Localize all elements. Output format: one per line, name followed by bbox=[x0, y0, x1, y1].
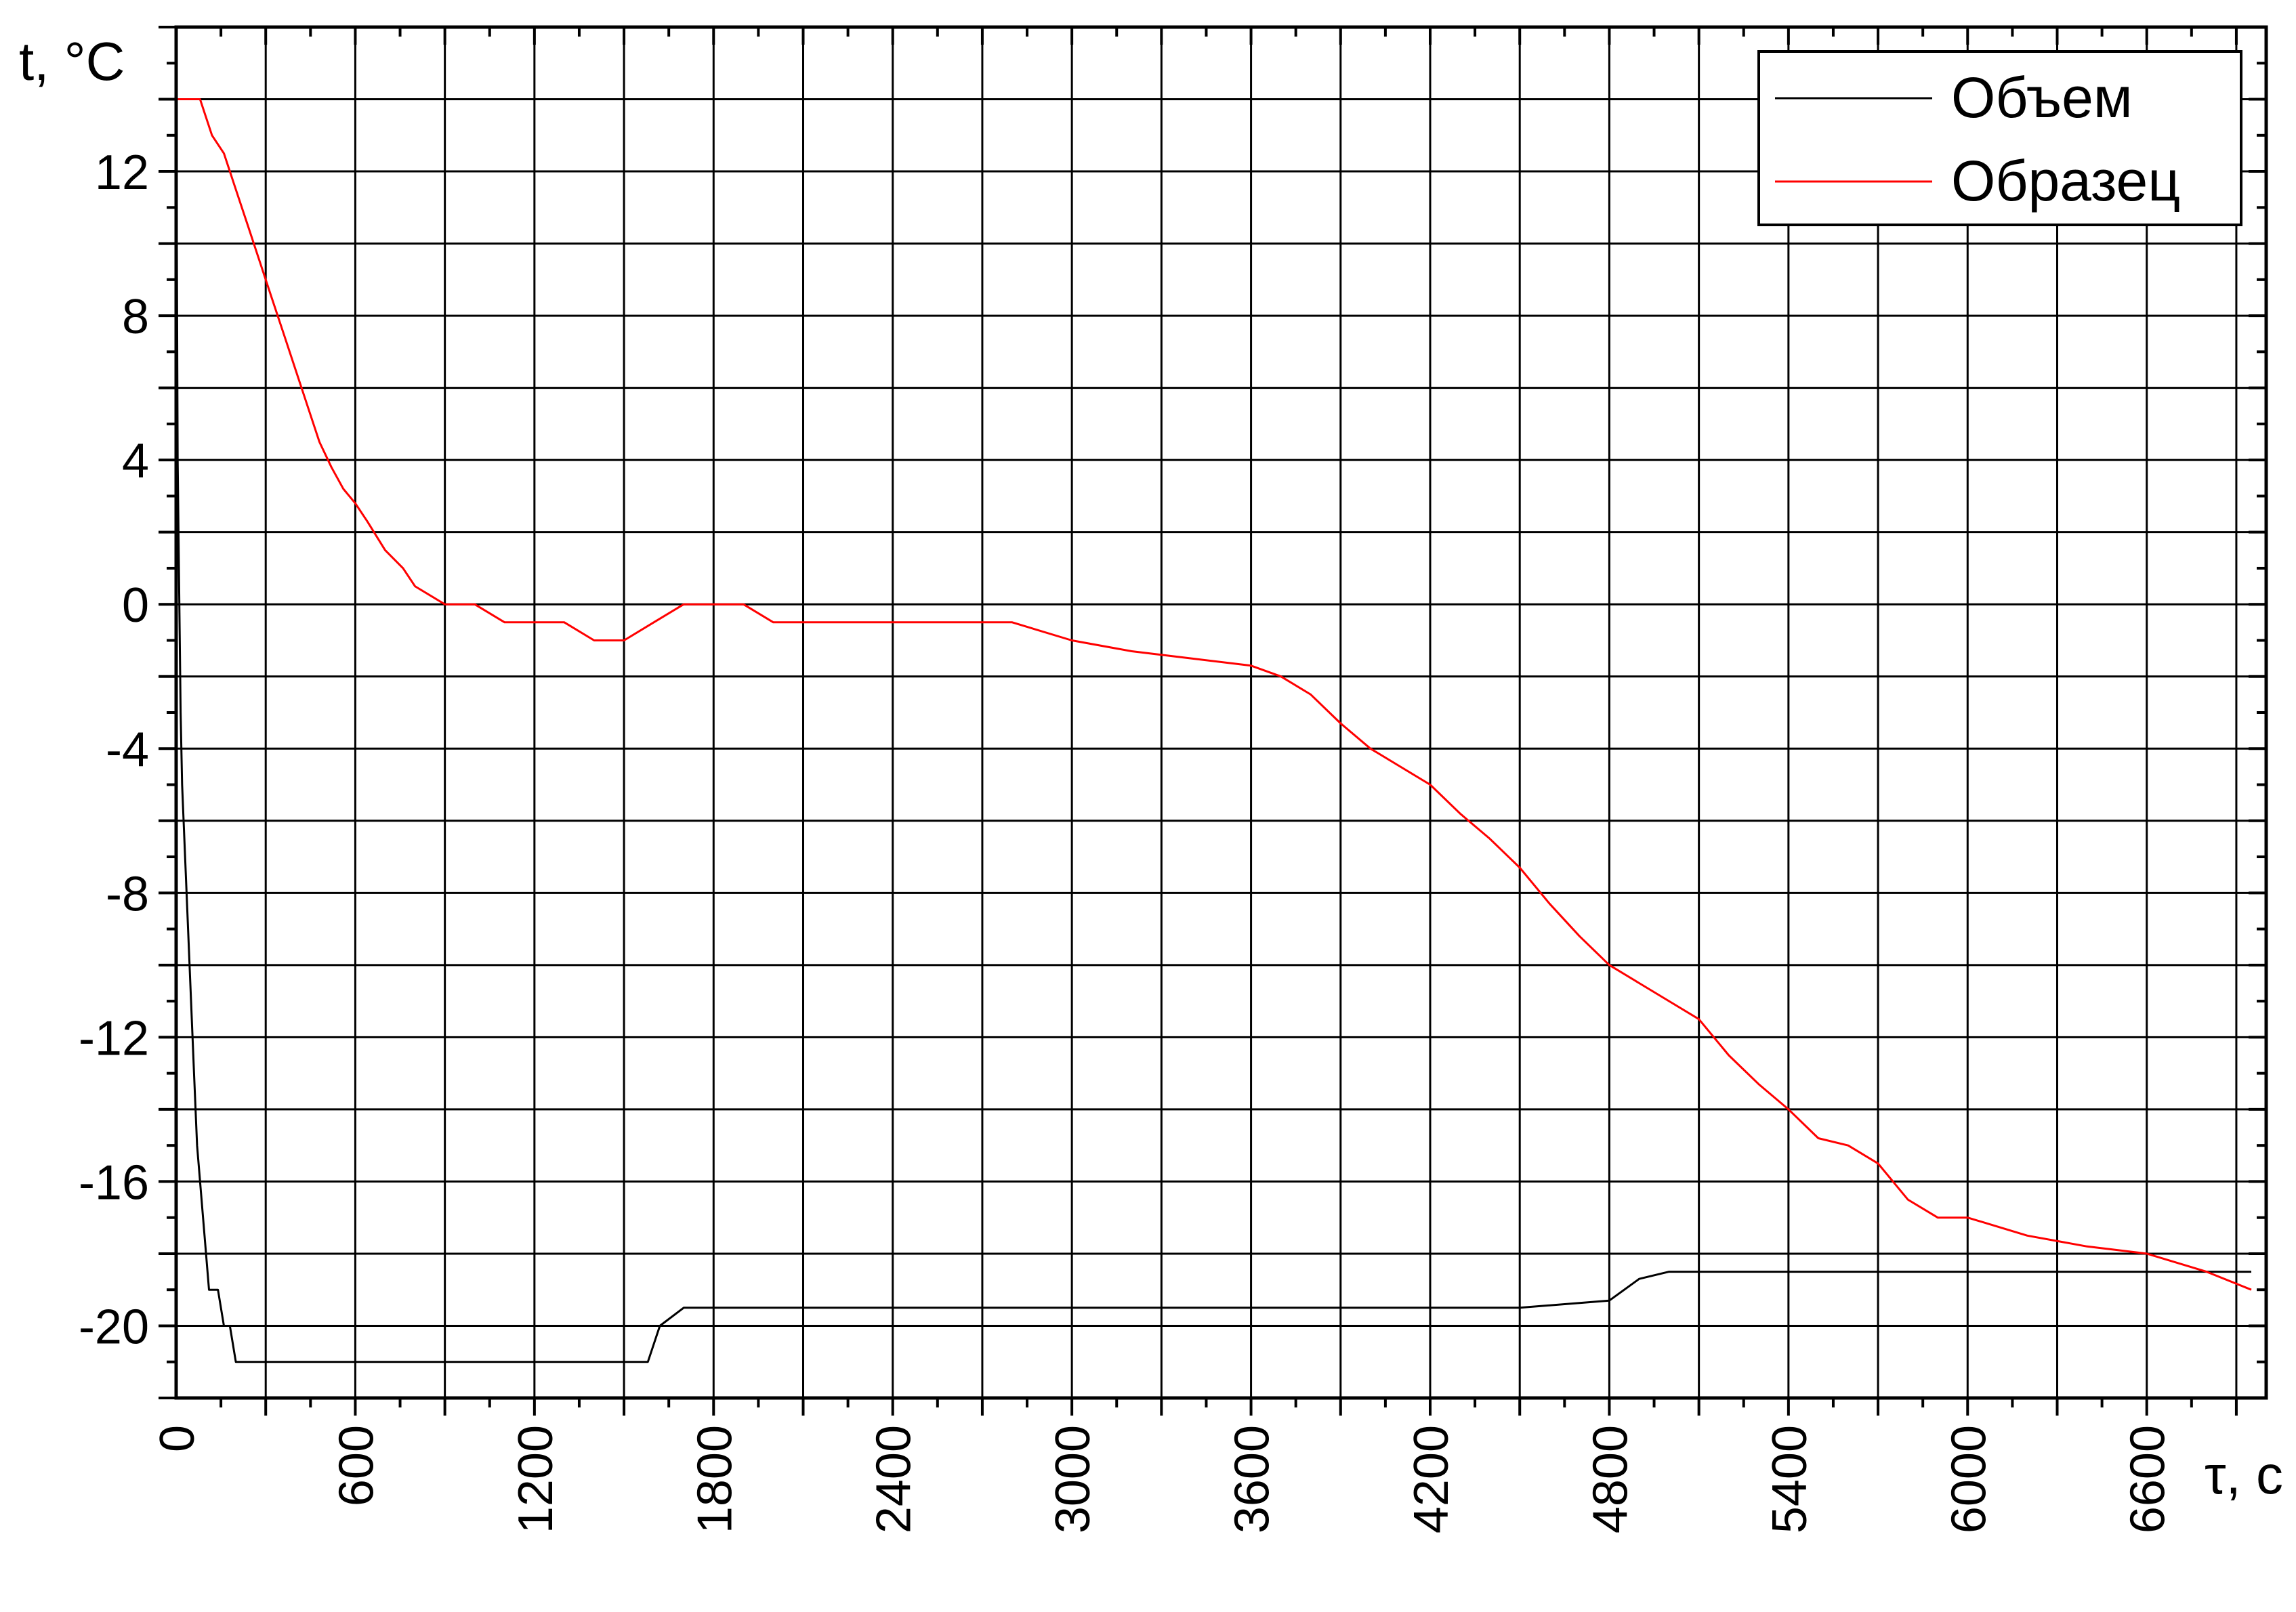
y-tick-label: 0 bbox=[122, 578, 149, 633]
plot-frame bbox=[174, 25, 2268, 1400]
y-tick-label: -8 bbox=[106, 867, 149, 921]
y-tick-label: -20 bbox=[79, 1300, 149, 1354]
x-tick-label: 4800 bbox=[1583, 1425, 1637, 1533]
series-line-1 bbox=[176, 98, 2252, 1291]
legend-label-sample: Образец bbox=[1951, 149, 2180, 213]
y-tick-labels: 12 8 4 0 -4 -8 -12 -16 -20 bbox=[79, 146, 149, 1354]
axis-ticks bbox=[159, 26, 2266, 1416]
x-tick-label: 4200 bbox=[1404, 1425, 1459, 1533]
x-tick-label: 0 bbox=[150, 1425, 205, 1452]
x-tick-label: 3000 bbox=[1046, 1425, 1100, 1533]
x-tick-label: 6000 bbox=[1942, 1425, 1996, 1533]
legend: Объем Образец bbox=[1757, 50, 2242, 226]
x-tick-label: 3600 bbox=[1226, 1425, 1280, 1533]
y-tick-label: -12 bbox=[79, 1011, 149, 1065]
x-tick-label: 6600 bbox=[2121, 1425, 2175, 1533]
series-line-0 bbox=[175, 63, 2251, 1363]
series-layer bbox=[175, 63, 2252, 1363]
y-tick-label: 12 bbox=[95, 146, 149, 200]
legend-label-volume: Объем bbox=[1951, 66, 2133, 129]
x-tick-label: 1800 bbox=[688, 1425, 742, 1533]
y-tick-label: -4 bbox=[106, 723, 149, 777]
x-tick-label: 1200 bbox=[509, 1425, 563, 1533]
x-axis-title: τ, с bbox=[2205, 1445, 2283, 1505]
grid bbox=[176, 27, 2266, 1398]
x-tick-label: 5400 bbox=[1763, 1425, 1817, 1533]
y-tick-label: 4 bbox=[122, 434, 149, 488]
legend-box bbox=[1757, 50, 2242, 226]
y-axis-title: t, °C bbox=[19, 31, 125, 91]
y-tick-label: -16 bbox=[79, 1155, 149, 1210]
x-tick-labels: 0 600 1200 1800 2400 3000 3600 4200 4800 5400 6000… bbox=[150, 1425, 2175, 1533]
x-tick-label: 600 bbox=[329, 1425, 383, 1506]
y-tick-label: 8 bbox=[122, 290, 149, 344]
x-tick-label: 2400 bbox=[867, 1425, 921, 1533]
